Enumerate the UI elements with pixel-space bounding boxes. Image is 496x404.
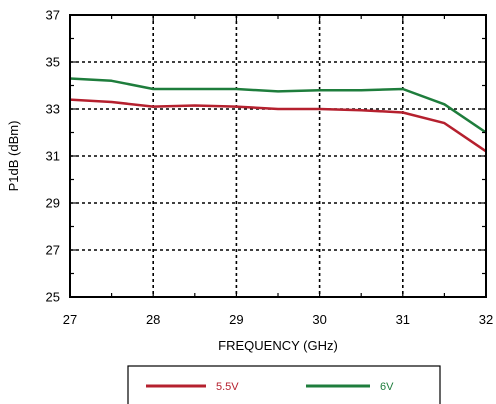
series-layer: [69, 77, 487, 153]
legend-label-6v: 6V: [380, 381, 394, 393]
x-tick-label: 32: [479, 312, 493, 327]
legend-label-5-5v: 5.5V: [216, 381, 239, 393]
legend: 5.5V 6V: [127, 365, 441, 404]
y-tick-label: 33: [46, 102, 60, 117]
y-tick-label: 35: [46, 55, 60, 70]
series-line-6v: [69, 77, 487, 134]
x-tick-label: 30: [312, 312, 326, 327]
y-tick-label: 31: [46, 149, 60, 164]
y-tick-label: 25: [46, 290, 60, 305]
x-axis-title: FREQUENCY (GHz): [218, 338, 338, 353]
x-tick-label: 31: [396, 312, 410, 327]
series-line-5-5v: [69, 98, 487, 153]
x-tick-label: 28: [146, 312, 160, 327]
x-tick-label: 29: [229, 312, 243, 327]
y-tick-label: 29: [46, 196, 60, 211]
grid: [70, 15, 486, 297]
y-tick-label: 37: [46, 8, 60, 23]
x-tick-label: 27: [63, 312, 77, 327]
y-axis-title: P1dB (dBm): [6, 121, 21, 192]
ticks: [69, 14, 487, 298]
y-tick-label: 27: [46, 243, 60, 258]
